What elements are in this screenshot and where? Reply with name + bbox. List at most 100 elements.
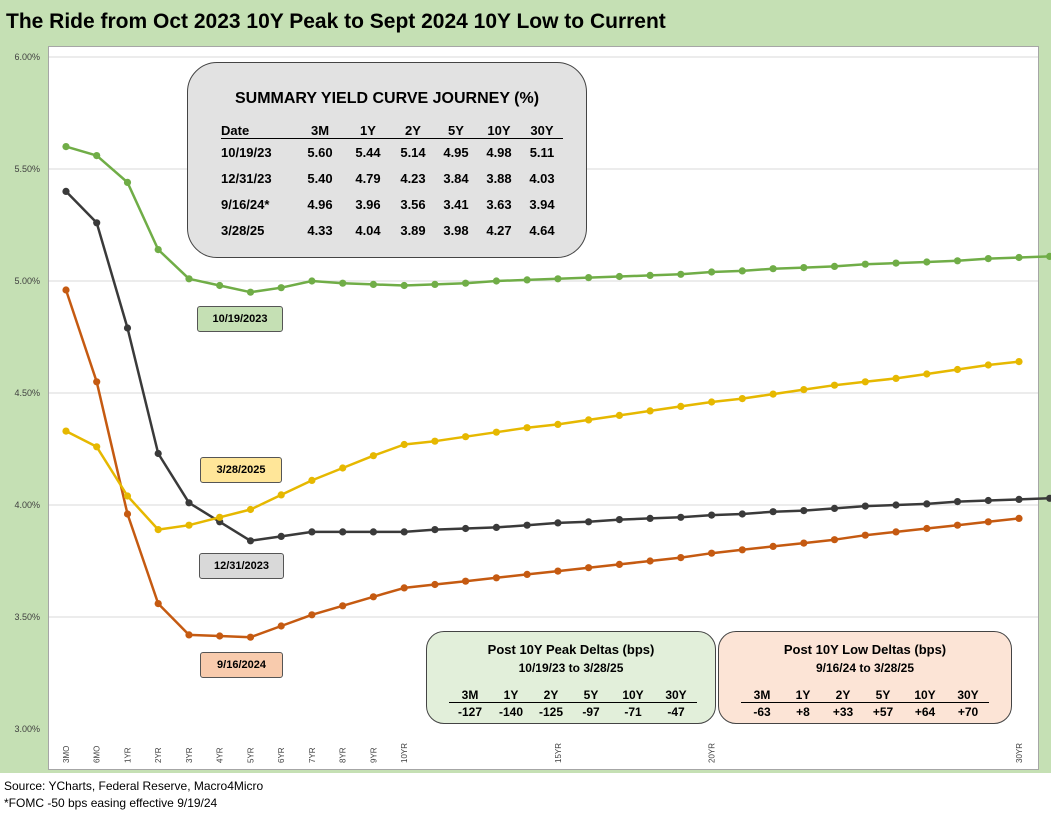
data-point (615, 560, 624, 569)
data-point (123, 492, 132, 500)
summary-cell: 3/28/25 (221, 222, 265, 238)
data-point (738, 546, 746, 554)
data-point (431, 437, 439, 445)
data-point (216, 281, 224, 290)
summary-cell: 4.95 (443, 144, 469, 160)
data-point (800, 539, 808, 547)
data-point (646, 271, 654, 279)
low-deltas-subtitle: 9/16/24 to 3/28/25 (815, 661, 915, 675)
low-deltas-value-cell: +8 (796, 704, 810, 719)
data-point (523, 570, 531, 579)
peak-deltas-value-cell: -140 (498, 704, 524, 719)
data-point (646, 557, 654, 565)
data-point (800, 386, 808, 394)
summary-header-cell: 1Y (345, 123, 391, 139)
summary-cell: 10/19/23 (221, 144, 272, 160)
data-point (554, 420, 562, 428)
data-point (431, 280, 439, 288)
y-tick-label: 3.50% (14, 612, 40, 622)
summary-header-cell: 2Y (391, 123, 435, 139)
peak-deltas-value-cell: -125 (538, 704, 564, 719)
data-point (1046, 252, 1051, 260)
data-point (400, 281, 408, 290)
data-point (523, 276, 531, 284)
summary-row: 12/31/23 5.40 4.79 4.23 3.84 3.88 4.03 (221, 165, 563, 191)
peak-deltas-value-cell: -71 (624, 704, 642, 719)
series-line (65, 360, 1020, 531)
fomc-note: *FOMC -50 bps easing effective 9/19/24 (4, 796, 218, 810)
data-point (892, 501, 900, 509)
low-deltas-value-cell: +64 (914, 704, 936, 719)
series-label-10-19-2023: 10/19/2023 (197, 306, 283, 332)
summary-cell: 4.79 (355, 170, 381, 186)
summary-cell: 5.40 (307, 170, 333, 186)
x-tick-label: 1YR (123, 747, 132, 763)
data-point (984, 518, 992, 526)
data-point (93, 443, 101, 451)
peak-deltas-header-cell: 5Y (571, 688, 611, 703)
series-label-3-28-2025: 3/28/2025 (200, 457, 282, 483)
summary-cell: 3.96 (355, 196, 381, 212)
data-point (492, 574, 500, 582)
low-deltas-header-cell: 5Y (863, 688, 903, 703)
data-point (830, 381, 839, 389)
summary-cell: 3.94 (529, 196, 555, 212)
summary-cell: 4.27 (486, 222, 512, 238)
data-point (431, 580, 439, 589)
data-point (1015, 358, 1023, 366)
data-point (677, 513, 685, 521)
summary-cell: 3.88 (486, 170, 512, 186)
data-point (769, 265, 777, 273)
data-point (615, 272, 624, 281)
data-point (277, 491, 285, 499)
data-point (861, 378, 869, 386)
data-point (216, 632, 224, 640)
data-point (246, 288, 255, 296)
low-deltas-value-cell: +33 (832, 704, 854, 719)
y-tick-label: 4.00% (14, 500, 40, 510)
data-point (708, 511, 716, 519)
summary-header-cell: 10Y (477, 123, 521, 139)
peak-deltas-subtitle: 10/19/23 to 3/28/25 (518, 661, 624, 675)
data-point (462, 577, 470, 585)
peak-deltas-value-cell: -127 (457, 704, 483, 719)
x-tick-label: 5YR (246, 747, 255, 763)
data-point (738, 395, 746, 403)
summary-header-cell: 5Y (435, 123, 477, 139)
x-tick-label: 15YR (554, 743, 563, 763)
summary-yield-table-box: SUMMARY YIELD CURVE JOURNEY (%) Date 3M … (187, 62, 587, 258)
data-point (923, 258, 931, 266)
data-point (492, 428, 500, 436)
summary-cell: 5.60 (307, 144, 333, 160)
data-point (708, 549, 716, 557)
data-point (554, 275, 562, 283)
data-point (892, 374, 900, 382)
data-point (62, 187, 70, 195)
y-tick-label: 5.00% (14, 276, 40, 286)
data-point (1015, 514, 1023, 523)
data-point (123, 510, 132, 518)
data-point (185, 521, 193, 529)
low-deltas-value-row: -63 +8 +33 +57 +64 +70 (741, 703, 989, 721)
summary-header-row: Date 3M 1Y 2Y 5Y 10Y 30Y (221, 123, 563, 139)
data-point (677, 402, 685, 410)
data-point (1015, 495, 1023, 503)
low-deltas-value-cell: -63 (753, 704, 771, 719)
summary-row: 3/28/25 4.33 4.04 3.89 3.98 4.27 4.64 (221, 217, 563, 243)
data-point (953, 365, 962, 374)
summary-cell: 4.98 (486, 144, 512, 160)
peak-deltas-value-row: -127 -140 -125 -97 -71 -47 (449, 703, 697, 721)
data-point (308, 611, 316, 619)
data-point (400, 440, 408, 449)
data-point (769, 508, 777, 516)
summary-cell: 12/31/23 (221, 170, 272, 186)
data-point (677, 270, 685, 278)
data-point (830, 536, 839, 544)
y-tick-label: 6.00% (14, 52, 40, 62)
x-tick-label: 20YR (708, 743, 717, 763)
data-point (62, 286, 70, 294)
x-tick-label: 10YR (400, 743, 409, 763)
data-point (492, 277, 500, 285)
series-0 (62, 143, 1051, 296)
peak-deltas-box: Post 10Y Peak Deltas (bps) 10/19/23 to 3… (426, 631, 716, 724)
